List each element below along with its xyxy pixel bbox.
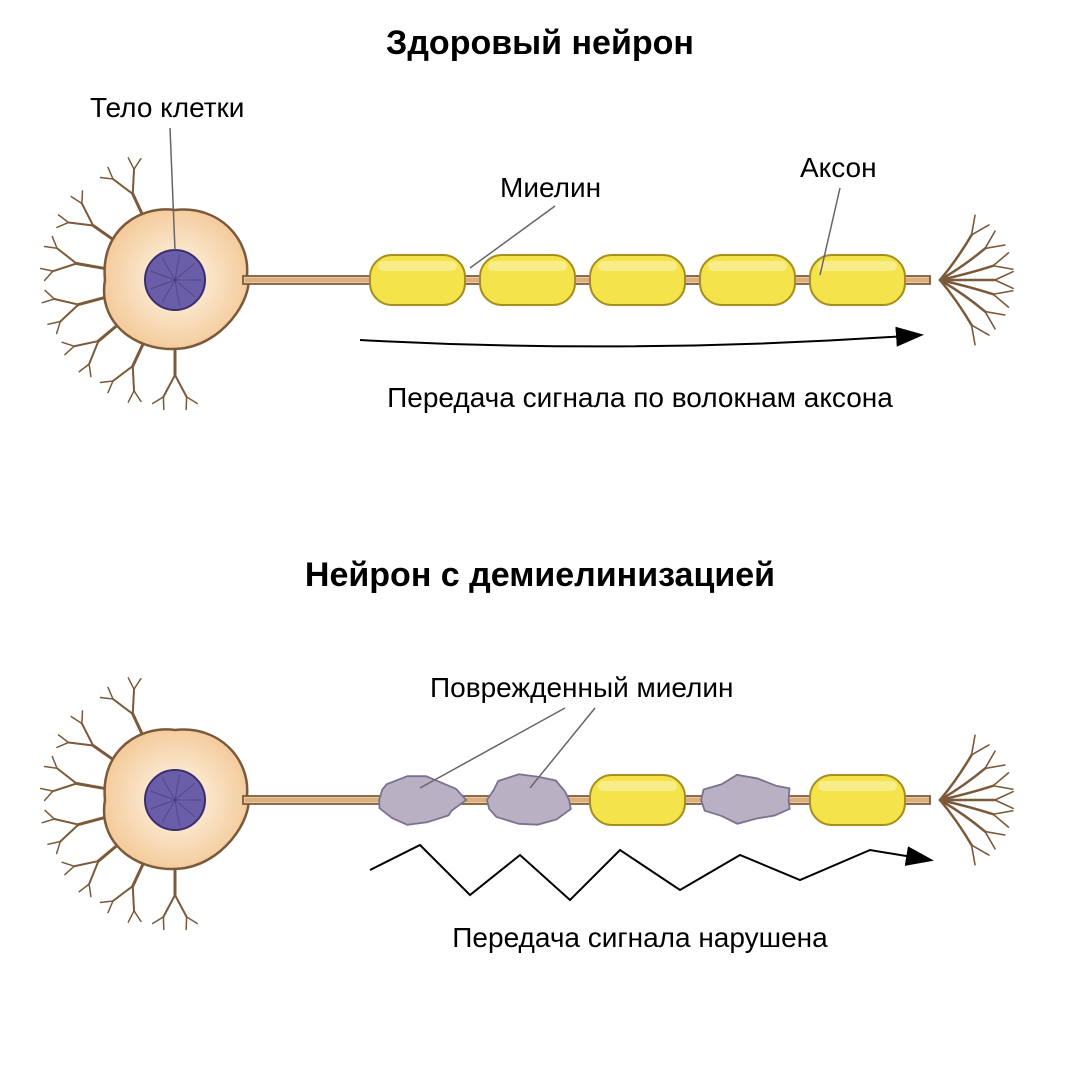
damaged-myelin-segment: [701, 775, 790, 824]
neuron: [41, 158, 1013, 409]
leader-line: [420, 708, 565, 788]
signal-arrow-healthy: [360, 335, 920, 346]
damaged-myelin-segment: [379, 776, 466, 825]
damaged-myelin-segment: [487, 774, 571, 824]
neuron: [41, 678, 1013, 929]
leader-line: [530, 708, 595, 788]
neuron-diagram: [0, 0, 1080, 1080]
signal-arrow-damaged: [370, 845, 930, 900]
